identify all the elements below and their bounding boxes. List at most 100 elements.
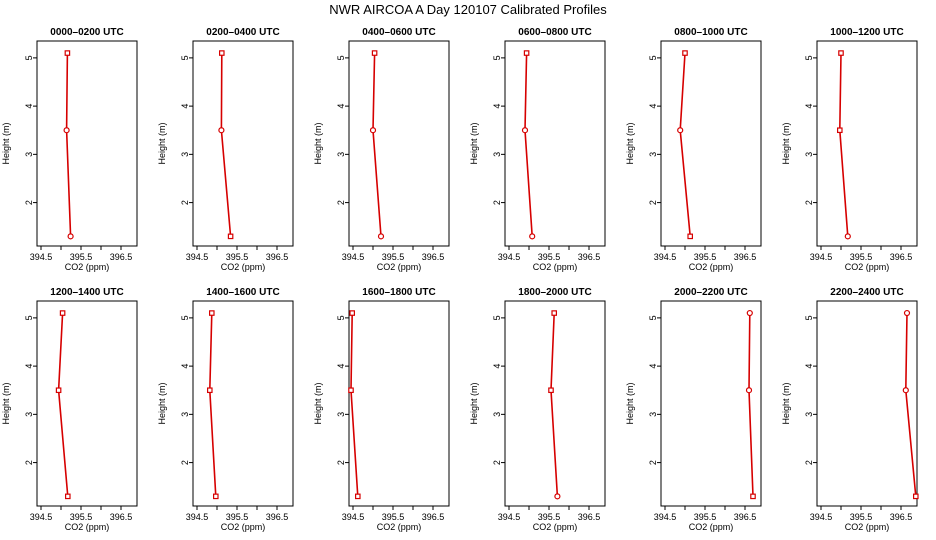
x-tick-label: 396.5 [890, 512, 913, 522]
plot-frame [348, 40, 450, 247]
data-point [64, 493, 71, 500]
data-point [369, 127, 377, 134]
y-tick-label: 4 [492, 104, 502, 109]
data-point [746, 309, 753, 317]
x-tick-label: 394.5 [498, 512, 521, 522]
y-tick-label: 5 [180, 55, 190, 60]
x-axis-label: CO2 (ppm) [845, 522, 890, 532]
y-tick-label: 3 [180, 152, 190, 157]
y-tick-label: 3 [180, 412, 190, 417]
plot-frame [660, 300, 762, 507]
y-tick-label: 2 [492, 200, 502, 205]
y-tick-label: 2 [180, 200, 190, 205]
y-tick-label: 2 [648, 200, 658, 205]
x-tick-label: 396.5 [734, 512, 757, 522]
y-axis-label: Height (m) [469, 122, 479, 164]
series-line [57, 313, 69, 497]
y-axis-label: Height (m) [157, 122, 167, 164]
x-axis-label: CO2 (ppm) [845, 262, 890, 272]
y-tick-label: 5 [804, 315, 814, 320]
y-tick-label: 2 [24, 460, 34, 465]
plot-frame [192, 300, 294, 507]
data-point [227, 233, 234, 240]
data-point [750, 493, 756, 500]
x-tick-label: 394.5 [654, 512, 677, 522]
y-tick-label: 4 [336, 104, 346, 109]
data-point [682, 50, 688, 56]
x-tick-label: 395.5 [850, 252, 873, 262]
x-tick-label: 396.5 [422, 512, 445, 522]
x-axis-label: CO2 (ppm) [377, 522, 422, 532]
y-tick-label: 3 [492, 152, 502, 157]
profile-panel: 0000–0200 UTC 394.5 395.5 396.5 2 3 4 5 CO2 (ppm… [1, 27, 138, 272]
y-axis-label: Height (m) [1, 122, 11, 164]
x-tick-label: 395.5 [226, 252, 249, 262]
x-axis-label: CO2 (ppm) [221, 522, 266, 532]
x-tick-label: 396.5 [734, 252, 757, 262]
y-tick-label: 4 [804, 104, 814, 109]
x-tick-label: 396.5 [110, 252, 133, 262]
x-tick-label: 395.5 [538, 512, 561, 522]
data-point [209, 310, 215, 316]
y-tick-label: 4 [492, 364, 502, 369]
panel-title: 1400–1600 UTC [206, 287, 279, 298]
y-axis-label: Height (m) [625, 382, 635, 424]
data-point [207, 387, 213, 394]
data-point [677, 127, 684, 134]
profile-panel: 0800–1000 UTC 394.5 395.5 396.5 2 3 4 5 CO2 (ppm… [625, 27, 762, 272]
x-axis-label: CO2 (ppm) [65, 262, 110, 272]
panel-title: 1800–2000 UTC [518, 287, 591, 298]
x-tick-label: 396.5 [890, 252, 913, 262]
panel-title: 0400–0600 UTC [362, 27, 435, 38]
x-tick-label: 396.5 [578, 512, 601, 522]
y-tick-label: 3 [648, 152, 658, 157]
panel-title: 0800–1000 UTC [674, 27, 747, 38]
y-tick-label: 5 [492, 55, 502, 60]
series-line [838, 53, 849, 237]
y-tick-label: 2 [24, 200, 34, 205]
x-axis-label: CO2 (ppm) [65, 522, 110, 532]
plot-frame [504, 300, 606, 507]
y-axis-label: Height (m) [625, 122, 635, 164]
profile-panel: 2200–2400 UTC 394.5 395.5 396.5 2 3 4 5 CO2 (ppm… [781, 287, 919, 532]
panel-title: 2000–2200 UTC [674, 287, 747, 298]
data-point [64, 50, 71, 56]
y-axis-label: Height (m) [781, 382, 791, 424]
y-tick-label: 5 [336, 315, 346, 320]
y-tick-label: 5 [24, 315, 34, 320]
y-tick-label: 4 [648, 364, 658, 369]
profile-panel: 0600–0800 UTC 394.5 395.5 396.5 2 3 4 5 CO2 (ppm… [469, 27, 606, 272]
panel-title: 1600–1800 UTC [362, 287, 435, 298]
series-line [904, 313, 917, 497]
series-line [550, 313, 559, 497]
y-tick-label: 3 [648, 412, 658, 417]
plot-frame [816, 40, 918, 247]
y-tick-label: 3 [24, 152, 34, 157]
series-line [65, 53, 72, 237]
series-line [748, 313, 754, 497]
data-point [521, 127, 529, 134]
y-axis-label: Height (m) [781, 122, 791, 164]
data-point [745, 387, 753, 394]
data-point [348, 387, 354, 394]
data-point [844, 233, 851, 240]
x-tick-label: 394.5 [186, 512, 209, 522]
y-axis-label: Height (m) [313, 122, 323, 164]
x-axis-label: CO2 (ppm) [533, 262, 578, 272]
y-tick-label: 4 [180, 104, 190, 109]
plot-frame [816, 300, 918, 507]
plot-frame [36, 40, 138, 247]
y-axis-label: Height (m) [1, 382, 11, 424]
page-title: NWR AIRCOA A Day 120107 Calibrated Profi… [329, 2, 607, 17]
y-tick-label: 3 [24, 412, 34, 417]
data-point [218, 127, 225, 134]
data-point [554, 493, 561, 500]
plot-frame [504, 40, 606, 247]
data-point [219, 50, 225, 56]
data-point [349, 310, 356, 316]
y-tick-label: 5 [648, 315, 658, 320]
y-tick-label: 2 [336, 460, 346, 465]
y-tick-label: 5 [180, 315, 190, 320]
x-tick-label: 394.5 [498, 252, 521, 262]
y-tick-label: 4 [804, 364, 814, 369]
